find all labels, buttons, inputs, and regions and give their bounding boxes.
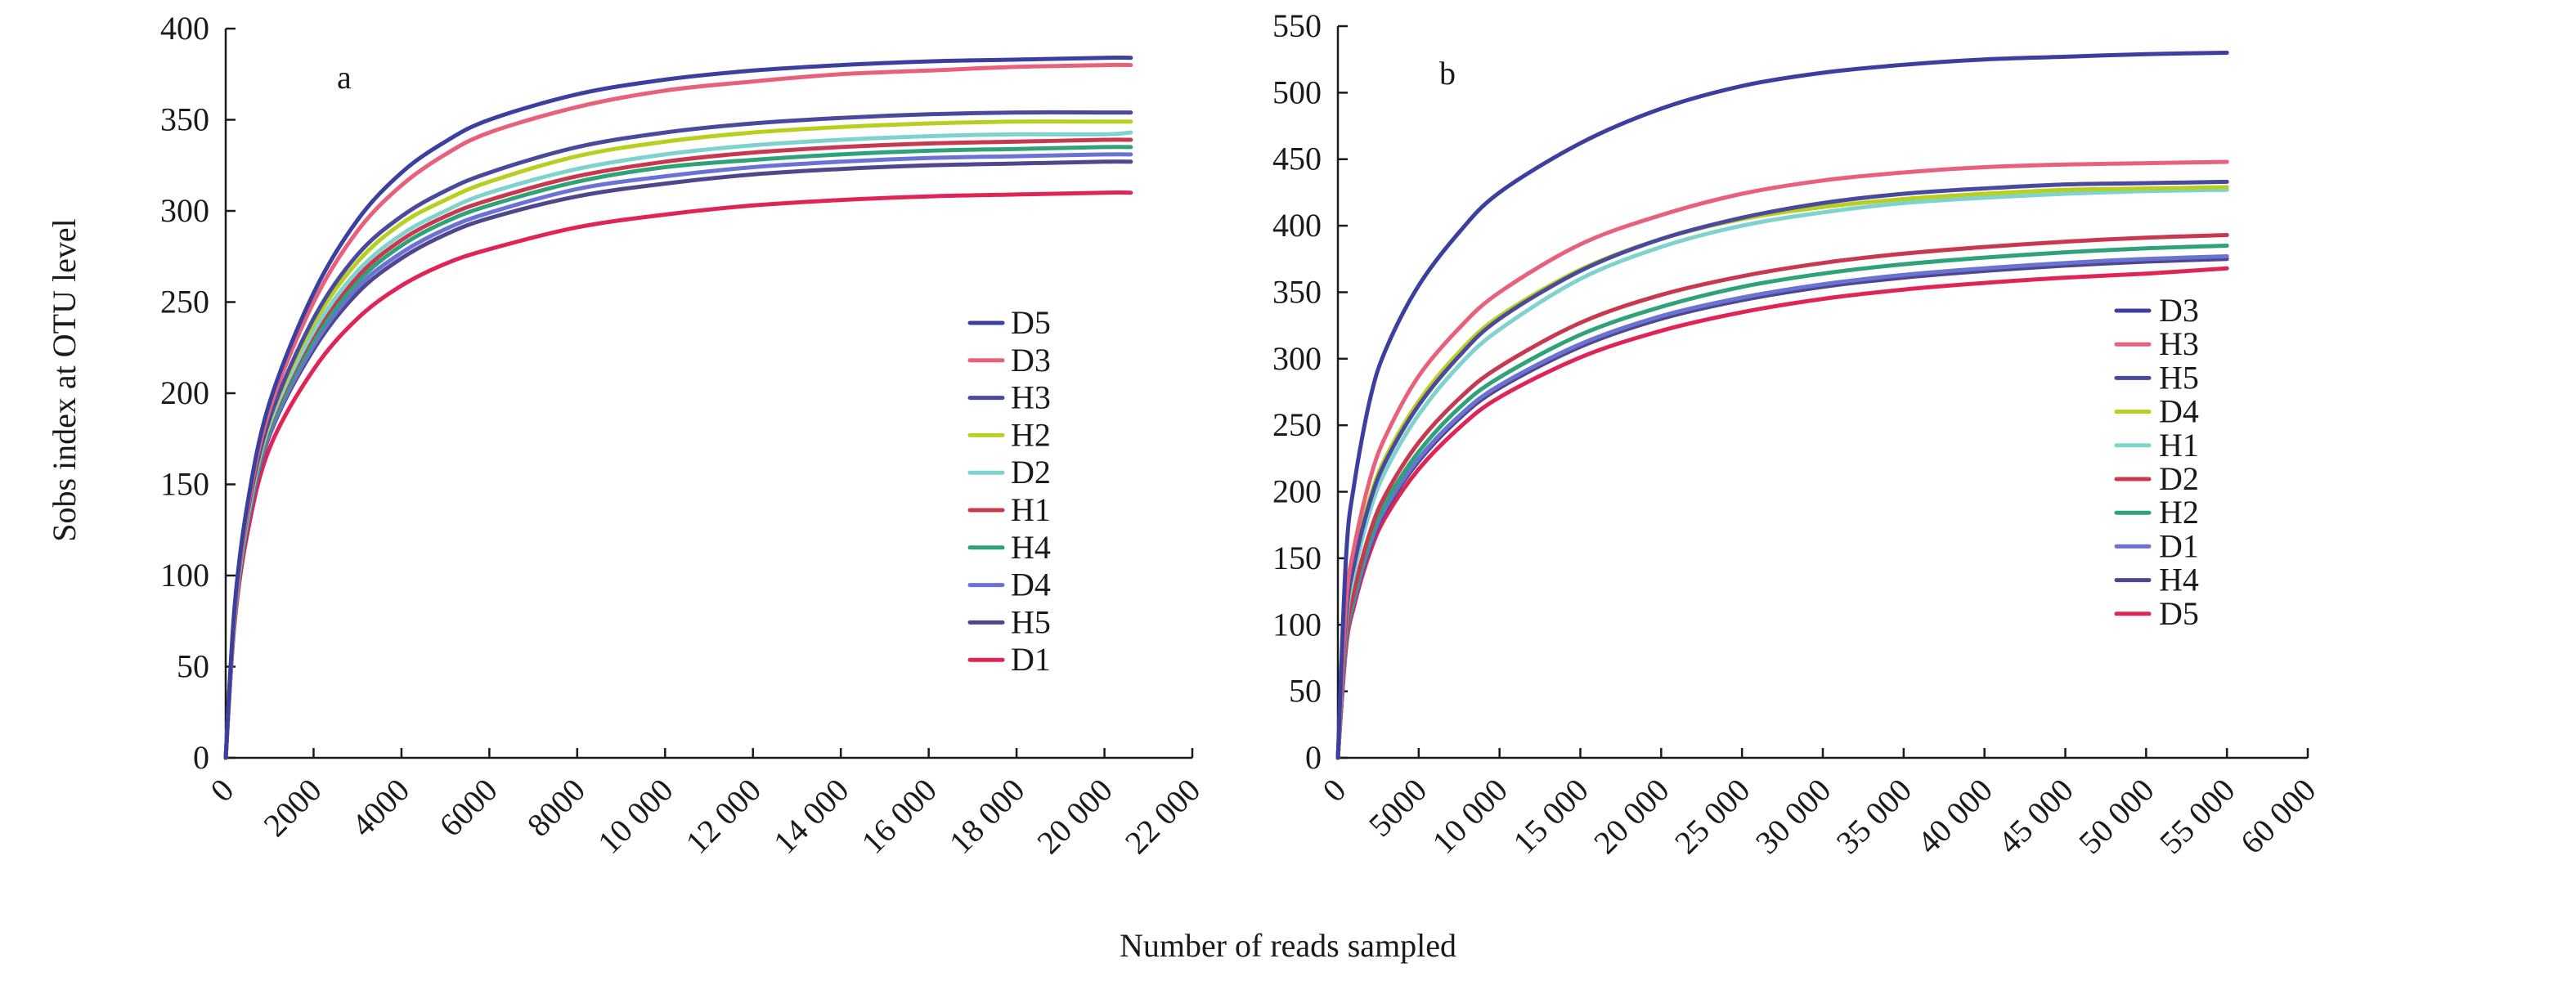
series-line-d4	[1335, 185, 2229, 760]
series-line-d4	[223, 152, 1133, 760]
y-tick-label: 400	[160, 10, 209, 47]
series-line-h2	[1335, 244, 2229, 760]
x-tick-label: 15 000	[1506, 772, 1595, 862]
legend-label-h5: H5	[1011, 603, 1051, 640]
legend-label-h1: H1	[2159, 427, 2199, 464]
y-tick-label: 0	[193, 739, 209, 776]
x-tick-label: 30 000	[1748, 772, 1838, 862]
x-tick-label: 2000	[256, 772, 328, 844]
x-tick-label: 12 000	[678, 772, 768, 862]
x-axis-title: Number of reads sampled	[1120, 927, 1456, 964]
legend-label-h4: H4	[2159, 562, 2199, 598]
series-line-h1	[1335, 187, 2229, 760]
legend-label-h1: H1	[1011, 491, 1051, 528]
series-line-h1	[223, 137, 1133, 760]
x-tick-label: 60 000	[2233, 772, 2323, 862]
x-tick-label: 40 000	[1910, 772, 1999, 862]
series-line-d3	[223, 62, 1133, 760]
legend-label-d5: D5	[1011, 304, 1051, 341]
legend-label-d3: D3	[1011, 342, 1051, 379]
series-line-h4	[1335, 257, 2229, 760]
series-line-h4	[223, 145, 1133, 760]
y-tick-label: 50	[1289, 673, 1322, 710]
x-tick-label: 25 000	[1667, 772, 1757, 862]
x-tick-label: 8000	[520, 772, 592, 844]
y-tick-label: 300	[1272, 340, 1322, 377]
series-line-h3	[1335, 159, 2229, 760]
y-tick-label: 150	[1272, 540, 1322, 576]
legend-label-h2: H2	[1011, 416, 1051, 453]
y-tick-label: 50	[177, 648, 209, 685]
x-tick-label: 0	[1315, 772, 1353, 809]
legend-label-h2: H2	[2159, 494, 2199, 531]
legend-label-d4: D4	[2159, 393, 2199, 430]
legend-label-d3: D3	[2159, 292, 2199, 329]
y-tick-label: 550	[1272, 7, 1322, 44]
panel-letter: a	[337, 59, 352, 96]
panel-letter: b	[1439, 55, 1456, 92]
x-tick-label: 35 000	[1829, 772, 1919, 862]
legend-label-d2: D2	[1011, 454, 1051, 490]
legend-label-d2: D2	[2159, 460, 2199, 497]
y-tick-label: 400	[1272, 207, 1322, 244]
x-tick-label: 45 000	[1990, 772, 2080, 862]
legend-label-d4: D4	[1011, 567, 1051, 603]
y-tick-label: 150	[160, 466, 209, 503]
x-tick-label: 20 000	[1030, 772, 1120, 862]
x-tick-label: 18 000	[942, 772, 1032, 862]
legend-label-h4: H4	[1011, 529, 1051, 566]
x-tick-label: 50 000	[2071, 772, 2161, 862]
x-tick-label: 20 000	[1586, 772, 1676, 862]
series-line-d2	[1335, 233, 2229, 760]
y-tick-label: 350	[1272, 273, 1322, 310]
y-tick-label: 450	[1272, 141, 1322, 177]
x-tick-label: 5000	[1362, 772, 1434, 844]
legend-label-h3: H3	[2159, 325, 2199, 362]
legend-label-d5: D5	[2159, 595, 2199, 632]
legend-label-d1: D1	[1011, 641, 1051, 678]
series-line-d3	[1335, 51, 2229, 760]
x-tick-label: 22 000	[1118, 772, 1208, 862]
y-tick-label: 100	[1272, 606, 1322, 643]
y-tick-label: 300	[160, 192, 209, 229]
x-tick-label: 16 000	[854, 772, 944, 862]
series-line-d5	[223, 56, 1133, 760]
x-tick-label: 10 000	[1425, 772, 1515, 862]
y-tick-label: 250	[160, 284, 209, 320]
legend-label-h5: H5	[2159, 359, 2199, 396]
legend-label-h3: H3	[1011, 379, 1051, 416]
x-tick-label: 4000	[344, 772, 416, 844]
x-tick-label: 6000	[432, 772, 504, 844]
legend-label-d1: D1	[2159, 527, 2199, 564]
y-tick-label: 250	[1272, 406, 1322, 443]
x-tick-label: 14 000	[766, 772, 856, 862]
y-tick-label: 350	[160, 101, 209, 138]
y-tick-label: 500	[1272, 74, 1322, 110]
y-tick-label: 200	[1272, 473, 1322, 510]
y-axis-title: Sobs index at OTU level	[46, 218, 83, 542]
x-tick-label: 55 000	[2152, 772, 2242, 862]
y-tick-label: 200	[160, 374, 209, 411]
y-tick-label: 100	[160, 557, 209, 594]
series-line-d1	[1335, 254, 2229, 760]
series-line-h5	[1335, 179, 2229, 760]
x-tick-label: 0	[203, 772, 240, 809]
y-tick-label: 0	[1305, 739, 1322, 776]
x-tick-label: 10 000	[590, 772, 680, 862]
